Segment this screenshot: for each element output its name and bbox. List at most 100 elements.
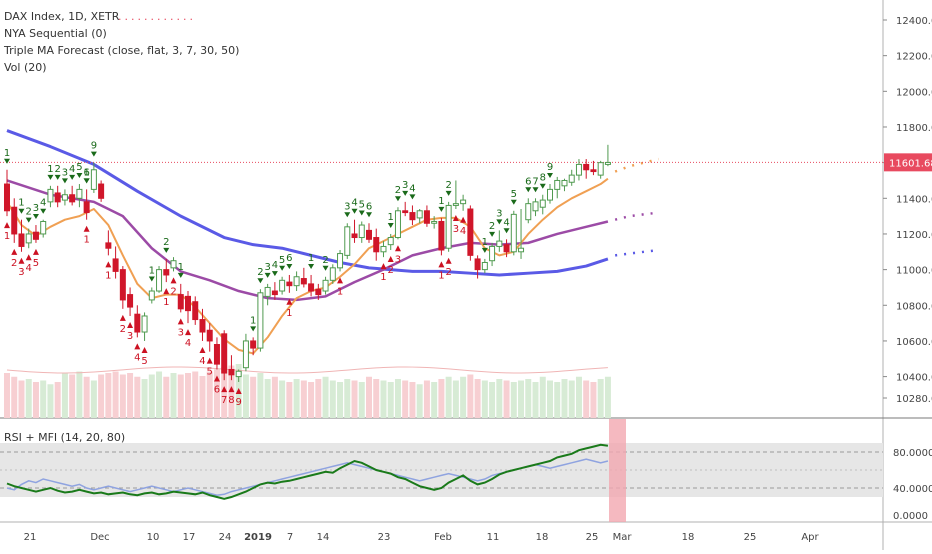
sell-setup-arrow <box>489 231 496 237</box>
volume-bar <box>163 376 170 418</box>
volume-bar <box>221 367 228 418</box>
buy-setup-arrow <box>438 261 445 268</box>
legend-sequential[interactable]: NYA Sequential (0) <box>4 27 107 40</box>
volume-bar <box>380 380 387 418</box>
candle-body <box>264 286 271 297</box>
candle-body <box>315 288 322 296</box>
rsi-tick-label: 80.0000 <box>893 448 932 459</box>
volume-bar <box>575 376 582 418</box>
sequential-count-up: 2 <box>163 237 169 248</box>
candle-body <box>416 210 423 219</box>
legend-rsi-mfi[interactable]: RSI + MFI (14, 20, 80) <box>4 431 125 444</box>
volume-bar <box>206 371 213 418</box>
price-tick-label: 10600.00 <box>896 337 932 348</box>
volume-bar <box>286 382 293 418</box>
candle-body <box>47 188 54 203</box>
buy-setup-arrow <box>445 257 452 264</box>
candle-body <box>112 258 119 272</box>
x-tick-label: 25 <box>586 532 599 543</box>
candle-body <box>452 203 459 206</box>
sequential-count-up: 2 <box>445 180 451 191</box>
candle-body <box>568 174 575 183</box>
sequential-count-down: 1 <box>337 286 343 297</box>
sequential-count-up: 5 <box>359 199 365 210</box>
legend-symbol[interactable]: DAX Index, 1D, XETR <box>4 10 120 23</box>
candle-body <box>387 237 394 246</box>
sequential-count-down: 3 <box>453 224 459 235</box>
buy-setup-arrow <box>134 343 141 350</box>
sell-setup-arrow <box>366 212 372 218</box>
sequential-count-up: 1 <box>308 253 314 264</box>
rsi-overbought-highlight <box>609 419 626 522</box>
volume-bar <box>554 382 561 418</box>
volume-bar <box>481 380 488 418</box>
volume-bar <box>199 376 206 418</box>
candle-body <box>329 267 336 281</box>
volume-bar <box>416 384 423 418</box>
sell-setup-arrow <box>250 326 257 332</box>
sell-setup-arrow <box>279 265 286 271</box>
candle-body <box>467 208 474 256</box>
buy-setup-arrow <box>177 318 184 325</box>
sequential-count-up: 4 <box>409 183 415 194</box>
candle-body <box>279 279 286 292</box>
volume-bar <box>525 379 532 418</box>
buy-setup-arrow <box>163 288 170 295</box>
candle-body <box>134 313 141 333</box>
volume-bar <box>156 371 163 418</box>
price-tick-label: 11800.00 <box>896 123 932 134</box>
forecast-slow <box>615 248 659 257</box>
volume-bar <box>438 379 445 418</box>
volume-bar <box>467 374 474 418</box>
volume-bar <box>47 384 54 418</box>
sell-setup-arrow <box>69 174 76 180</box>
sell-setup-arrow <box>264 272 271 278</box>
candle-body <box>83 201 90 214</box>
volume-bar <box>568 380 575 418</box>
candle-body <box>271 290 278 296</box>
sequential-count-down: 5 <box>33 258 39 269</box>
sequential-count-up: 3 <box>344 201 350 212</box>
sell-setup-arrow <box>76 173 83 179</box>
volume-bar <box>76 371 83 418</box>
sequential-count-up: 5 <box>279 255 285 266</box>
rsi-tick-label: 40.0000 <box>893 484 932 495</box>
candle-body <box>170 260 177 269</box>
candle-body <box>438 220 445 251</box>
candle-body <box>25 233 32 244</box>
x-tick-label: 2019 <box>244 532 272 543</box>
x-tick-label: 17 <box>183 532 196 543</box>
legend-triple-ma[interactable]: Triple MA Forecast (close, flat, 3, 7, 3… <box>3 44 239 57</box>
volume-bar <box>402 380 409 418</box>
sequential-count-up: 4 <box>272 260 278 271</box>
forecast-fast <box>614 157 659 173</box>
legend-vol[interactable]: Vol (20) <box>4 61 47 74</box>
buy-setup-arrow <box>119 314 126 321</box>
sell-setup-arrow <box>148 276 155 282</box>
x-tick-label: 25 <box>744 532 757 543</box>
volume-bar <box>25 379 32 418</box>
volume-bar <box>32 382 39 418</box>
sequential-count-down: 9 <box>235 397 241 408</box>
candle-body <box>489 245 496 262</box>
candle-body <box>32 231 39 240</box>
volume-bar <box>213 369 220 418</box>
sequential-count-up: 9 <box>91 141 97 152</box>
sequential-count-down: 5 <box>207 367 213 378</box>
sequential-count-up: 2 <box>26 207 32 218</box>
candle-body <box>532 201 539 212</box>
sequential-count-up: 3 <box>264 262 270 273</box>
sequential-count-up: 5 <box>76 162 82 173</box>
buy-setup-arrow <box>185 329 191 336</box>
sell-setup-arrow <box>257 278 264 284</box>
candle-body <box>192 301 199 321</box>
volume-bar <box>539 376 546 418</box>
buy-setup-arrow <box>235 387 242 394</box>
candle-body <box>496 240 503 247</box>
volume-bar <box>271 376 278 418</box>
sell-setup-arrow <box>271 271 278 277</box>
volume-bar <box>279 380 286 418</box>
buy-setup-arrow <box>380 263 387 270</box>
